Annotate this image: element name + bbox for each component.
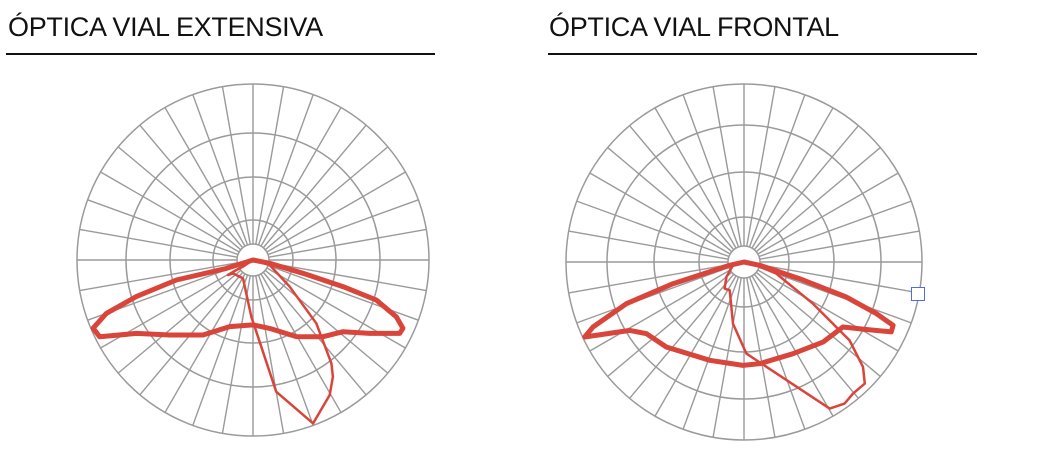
grid-spoke: [262, 271, 367, 396]
grid-spoke: [654, 275, 737, 417]
grid-spoke: [117, 269, 242, 374]
grid-spoke: [100, 171, 240, 253]
grid-spoke: [589, 269, 731, 352]
chart-title-frontal: ÓPTICA VIAL FRONTAL: [549, 12, 839, 42]
title-underline: [548, 53, 977, 55]
grid-spoke: [255, 86, 285, 245]
grid-spoke: [682, 94, 740, 248]
grid-spoke: [268, 228, 427, 258]
grid-spoke: [139, 124, 244, 249]
grid-spoke: [164, 107, 246, 247]
grid-spoke: [164, 273, 246, 413]
grid-spoke: [755, 147, 881, 253]
grid-spoke: [260, 273, 342, 413]
grid-spoke: [748, 94, 806, 248]
grid-spoke: [568, 230, 729, 260]
grid-spoke: [746, 277, 776, 438]
grid-spoke: [268, 262, 427, 292]
grid-spoke: [712, 86, 742, 247]
grid-spoke: [221, 86, 251, 245]
grid-spoke: [757, 172, 899, 255]
grid-spoke: [629, 125, 735, 251]
grid-spoke: [260, 107, 342, 247]
grid-spoke: [192, 274, 249, 426]
intensity-curve-thin: [226, 258, 335, 425]
grid-spoke: [712, 277, 742, 438]
grid-spoke: [192, 94, 249, 246]
grid-spoke: [746, 86, 776, 247]
grid-spoke: [682, 276, 740, 430]
grid-spoke: [266, 171, 406, 253]
grid-spoke: [759, 230, 920, 260]
grid-spoke: [264, 269, 389, 374]
grid-spoke: [117, 146, 242, 251]
grid-spoke: [267, 199, 419, 256]
chart-title-extensiva: ÓPTICA VIAL EXTENSIVA: [8, 12, 323, 42]
grid-spoke: [87, 199, 239, 256]
grid-spoke: [629, 273, 735, 399]
selection-handle[interactable]: [911, 287, 925, 301]
grid-spoke: [589, 172, 731, 255]
grid-spoke: [257, 94, 314, 246]
grid-spoke: [257, 274, 314, 426]
grid-spoke: [79, 228, 238, 258]
grid-spoke: [759, 264, 920, 294]
intensity-curve-thin: [723, 260, 867, 410]
grid-spoke: [576, 200, 730, 258]
grid-spoke: [607, 271, 733, 377]
grid-spoke: [221, 275, 251, 434]
grid-spoke: [751, 275, 834, 417]
grid-spoke: [568, 264, 729, 294]
grid-spoke: [262, 124, 367, 249]
grid-spoke: [607, 147, 733, 253]
grid-spoke: [264, 146, 389, 251]
title-underline: [6, 53, 435, 55]
grid-spoke: [758, 200, 912, 258]
intensity-curve-thick: [90, 257, 406, 340]
grid-spoke: [753, 273, 859, 399]
grid-spoke: [751, 107, 834, 249]
grid-spoke: [79, 262, 238, 292]
grid-spoke: [757, 269, 899, 352]
grid-spoke: [255, 275, 285, 434]
grid-spoke: [748, 276, 806, 430]
grid-spoke: [576, 266, 730, 324]
grid-spoke: [753, 125, 859, 251]
grid-spoke: [654, 107, 737, 249]
